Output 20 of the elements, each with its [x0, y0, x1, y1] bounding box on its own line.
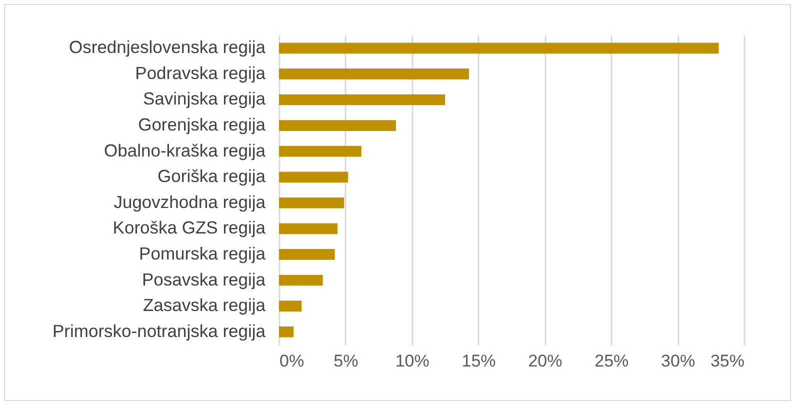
- y-tick-label: Savinjska regija: [142, 88, 266, 109]
- y-tick-label: Osrednjeslovenska regija: [69, 37, 266, 58]
- y-tick-label: Posavska regija: [142, 269, 266, 290]
- y-tick-label: Koroška GZS regija: [112, 218, 266, 238]
- x-tick-label: 30%: [661, 352, 696, 370]
- y-tick-label: Jugovzhodna regija: [114, 192, 266, 212]
- y-tick-label: Podravska regija: [135, 62, 266, 83]
- y-tick-label: Obalno-kraška regija: [104, 140, 266, 160]
- x-tick-label: 0%: [280, 352, 304, 370]
- x-tick-label: 25%: [594, 352, 629, 370]
- y-tick-label: Zasavska regija: [142, 295, 266, 316]
- x-tick-label: 15%: [462, 352, 496, 370]
- x-tick-label: 35%: [710, 352, 744, 370]
- y-tick-label: Goriška regija: [158, 166, 266, 186]
- x-tick-label: 10%: [395, 352, 430, 370]
- x-tick-label: 5%: [334, 352, 358, 370]
- y-tick-label: Primorsko-notranjska regija: [52, 320, 266, 341]
- y-tick-label: Gorenjska regija: [138, 114, 266, 135]
- y-tick-label: Pomurska regija: [139, 243, 266, 264]
- x-tick-label: 20%: [528, 352, 562, 370]
